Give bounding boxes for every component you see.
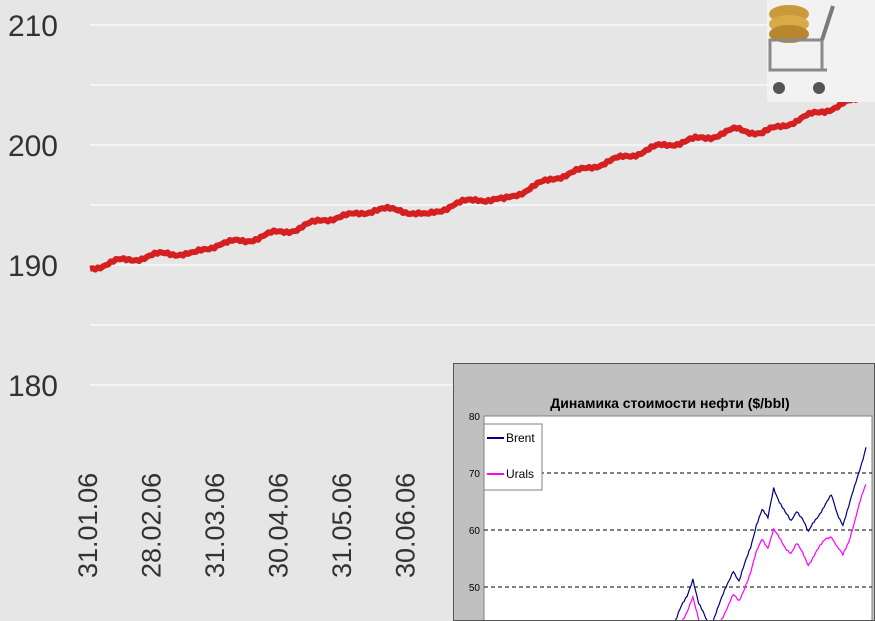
inset-y-tick-label: 80 xyxy=(469,412,481,423)
inset-series-brent xyxy=(674,447,867,620)
inset-y-tick-label: 50 xyxy=(469,583,481,594)
main-series-line xyxy=(89,93,869,273)
shopping-cart-icon xyxy=(767,0,875,102)
oil-price-inset-chart: Динамика стоимости нефти ($/bbl) 50 60 70 8… xyxy=(453,363,875,621)
main-y-tick-label: 200 xyxy=(8,130,58,163)
legend-label-urals: Urals xyxy=(506,467,534,481)
main-x-tick-label: 28.02.06 xyxy=(137,473,167,578)
inset-plot-area xyxy=(483,415,873,620)
main-x-tick-label: 31.05.06 xyxy=(327,473,357,578)
inset-y-tick-label: 60 xyxy=(469,526,481,537)
inset-y-tick-label: 70 xyxy=(469,469,481,480)
main-x-tick-label: 30.04.06 xyxy=(264,473,294,578)
main-y-tick-label: 210 xyxy=(8,10,58,43)
main-x-tick-label: 31.03.06 xyxy=(200,473,230,578)
inset-chart-title: Динамика стоимости нефти ($/bbl) xyxy=(550,395,789,411)
main-y-tick-label: 180 xyxy=(8,370,58,403)
inset-legend-box xyxy=(483,423,543,491)
main-x-axis: 31.01.06 28.02.06 31.03.06 30.04.06 31.05.06… xyxy=(73,473,421,578)
inset-series-urals xyxy=(681,484,867,620)
main-gridlines xyxy=(90,24,875,386)
inset-y-axis: 50 60 70 80 xyxy=(469,412,481,594)
main-y-axis: 180 190 200 210 xyxy=(8,10,58,403)
legend-label-brent: Brent xyxy=(506,431,535,445)
inset-series xyxy=(674,447,867,620)
main-x-tick-label: 30.06.06 xyxy=(391,473,421,578)
main-y-tick-label: 190 xyxy=(8,250,58,283)
main-series xyxy=(89,93,869,273)
inset-legend: Brent Urals xyxy=(483,423,543,491)
main-x-tick-label: 31.01.06 xyxy=(73,473,103,578)
